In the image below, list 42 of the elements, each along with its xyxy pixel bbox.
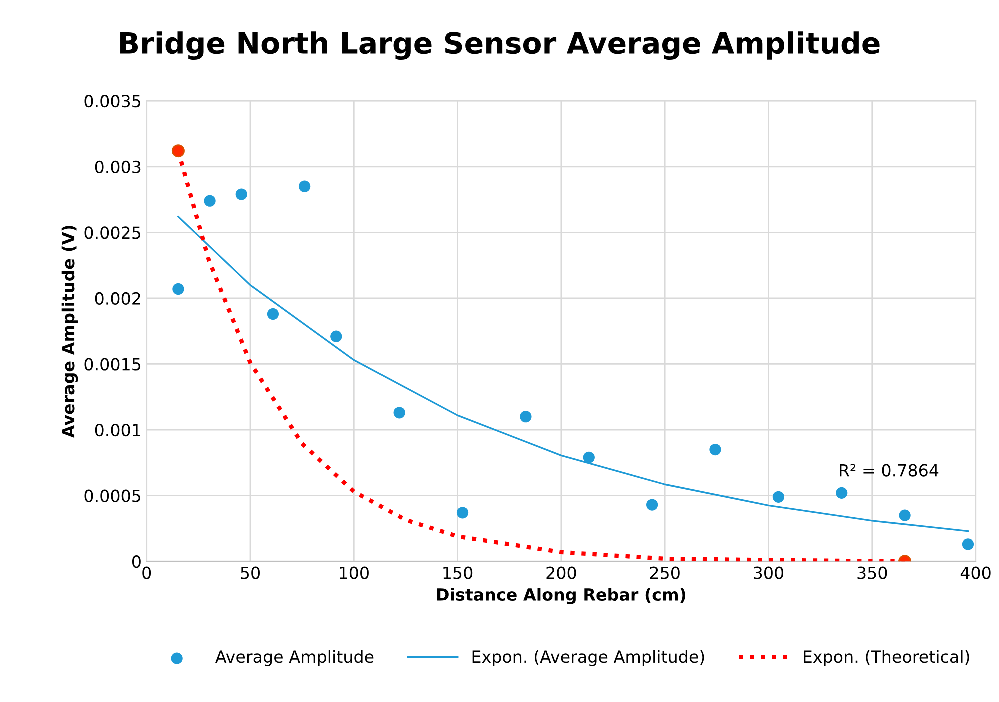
point [456,507,469,519]
point [204,195,216,207]
x-tick-label: 150 [444,566,473,580]
point [330,330,342,342]
x-tick-label: 250 [650,566,680,580]
chart-title: Bridge North Large Sensor Average Amplitude [120,32,880,60]
point [172,283,184,296]
x-tick-label: 0 [142,566,152,580]
point [583,452,595,464]
x-tick-label: 350 [858,566,888,580]
y-axis-title: Average Amplitude (V) [62,226,78,438]
legend-label: Average Amplitude [216,650,374,666]
point [772,491,784,503]
point [236,188,248,200]
legend-label: Expon. (Average Amplitude) [472,650,704,666]
point [836,487,848,499]
point [646,499,658,511]
point [962,538,974,550]
x-axis-title: Distance Along Rebar (cm) [437,588,686,604]
y-tick-label: 0.0025 [84,226,141,240]
y-tick-label: 0.0035 [84,95,141,108]
point [172,144,185,158]
point [710,444,722,456]
y-tick-label: 0.003 [95,160,141,174]
x-tick-label: 300 [754,566,784,580]
x-tick-label: 50 [241,566,260,580]
point [267,308,280,320]
x-tick-label: 400 [960,566,991,580]
point [899,510,911,522]
point [299,180,311,192]
y-tick-label: 0 [132,556,141,568]
y-tick-label: 0.0005 [84,490,141,502]
x-tick-label: 100 [340,566,369,580]
y-tick-label: 0.001 [95,424,140,437]
x-tick-label: 200 [546,566,576,580]
line-series [178,216,970,532]
point [520,411,532,423]
y-tick-label: 0.002 [95,292,140,306]
y-tick-label: 0.0015 [84,358,141,371]
legend-label: Expon. (Theoretical) [804,650,970,666]
point [394,407,406,419]
annotation: R² = 0.7864 [840,464,939,477]
